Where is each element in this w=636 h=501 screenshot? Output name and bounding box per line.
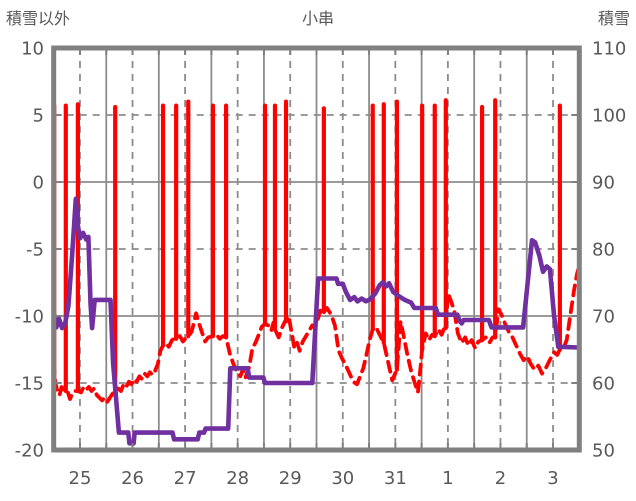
x-axis-tick: 2: [495, 468, 506, 489]
x-axis-tick: 3: [547, 468, 558, 489]
right-axis-tick: 100: [592, 106, 626, 127]
x-axis-tick: 25: [69, 468, 92, 489]
left-axis-tick: 10: [21, 39, 44, 60]
right-axis-tick: 90: [592, 173, 615, 194]
left-axis-tick: -10: [15, 307, 44, 328]
axes-frame: [51, 45, 582, 453]
gridlines: [53, 48, 580, 450]
left-axis-tick: 5: [33, 106, 44, 127]
right-axis-tick: 80: [592, 240, 615, 261]
left-axis-tick: -20: [15, 441, 44, 462]
x-axis-tick: 31: [384, 468, 407, 489]
x-axis-tick: 28: [226, 468, 249, 489]
x-axis-tick: 30: [331, 468, 354, 489]
x-axis-tick: 29: [279, 468, 302, 489]
left-axis-tick: -5: [26, 240, 44, 261]
right-axis-tick: 110: [592, 39, 626, 60]
x-axis-tick: 1: [442, 468, 453, 489]
x-axis-tick: 26: [121, 468, 144, 489]
right-axis-tick: 50: [592, 441, 615, 462]
snow-depth-series: [51, 196, 582, 446]
right-axis-tick: 70: [592, 307, 615, 328]
left-axis-title: 積雪以外: [6, 9, 71, 28]
right-axis-title: 積雪: [597, 9, 630, 28]
chart-title: 小串: [301, 9, 334, 28]
left-axis-tick: 0: [33, 173, 44, 194]
right-axis-tick: 60: [592, 374, 615, 395]
left-axis-tick: -15: [15, 374, 44, 395]
x-axis-tick: 27: [174, 468, 197, 489]
